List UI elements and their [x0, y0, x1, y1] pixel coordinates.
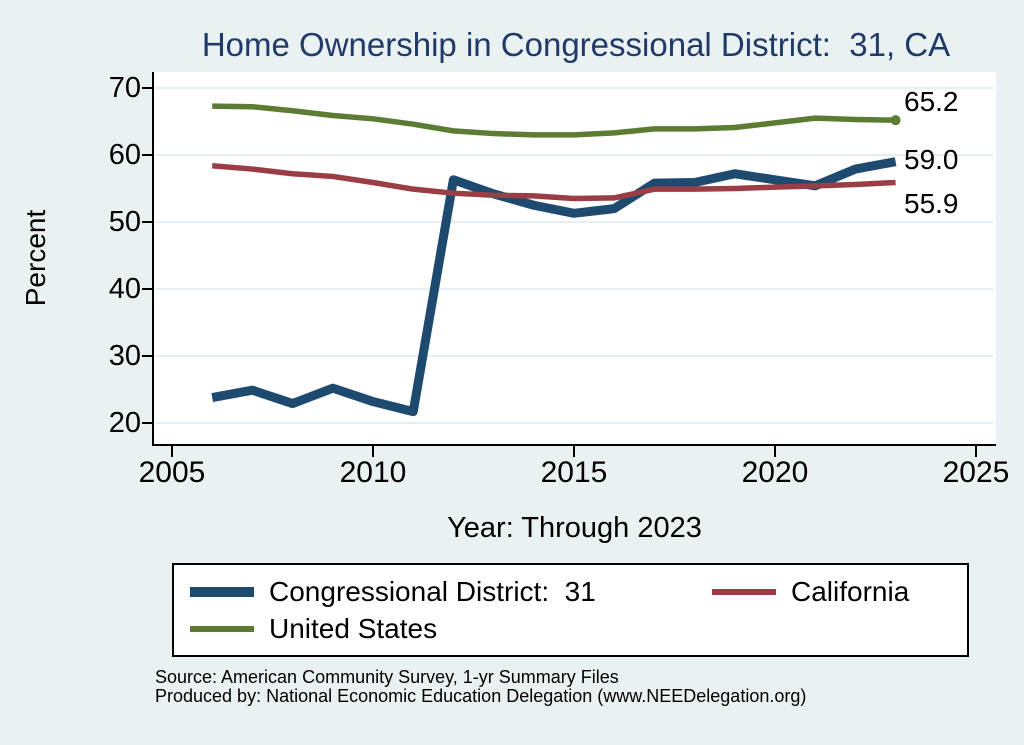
y-tick-label: 60	[108, 139, 141, 171]
x-tick-label: 2005	[138, 456, 206, 489]
legend-item-district31: Congressional District: 31	[190, 575, 596, 609]
produced-by-line: Produced by: National Economic Education…	[155, 686, 807, 706]
y-tick-label: 50	[108, 206, 141, 238]
x-tick-label: 2020	[741, 456, 809, 489]
y-tick-label: 70	[108, 72, 141, 104]
california-line-swatch	[712, 589, 776, 595]
legend-item-california: California	[712, 575, 909, 609]
series-line-district31	[211, 157, 897, 417]
y-tick-label: 40	[108, 273, 141, 305]
source-note: Source: American Community Survey, 1-yr …	[155, 668, 806, 706]
source-line: Source: American Community Survey, 1-yr …	[155, 667, 619, 687]
legend: Congressional District: 31 California Un…	[172, 563, 969, 657]
series-line-united-states	[212, 103, 896, 138]
y-tick-label: 30	[108, 340, 141, 372]
legend-label-united-states: United States	[269, 613, 438, 644]
end-label-55.9: 55.9	[904, 188, 959, 220]
chart-title: Home Ownership in Congressional District…	[201, 26, 951, 63]
united-states-line-swatch	[190, 626, 254, 632]
x-tick-label: 2025	[942, 456, 1010, 489]
series-line-california	[211, 162, 896, 202]
legend-label-district31: Congressional District: 31	[269, 576, 596, 607]
y-tick-label: 20	[108, 407, 141, 439]
legend-label-california: California	[791, 576, 910, 607]
x-tick-label: 2010	[339, 456, 407, 489]
end-label-65.2: 65.2	[904, 86, 959, 118]
end-label-59.0: 59.0	[904, 143, 959, 175]
district31-line-swatch	[190, 587, 254, 597]
x-tick-label: 2015	[540, 456, 608, 489]
legend-item-united-states: United States	[190, 612, 437, 646]
x-axis-title: Year: Through 2023	[447, 512, 702, 544]
series-end-dot	[890, 115, 901, 126]
